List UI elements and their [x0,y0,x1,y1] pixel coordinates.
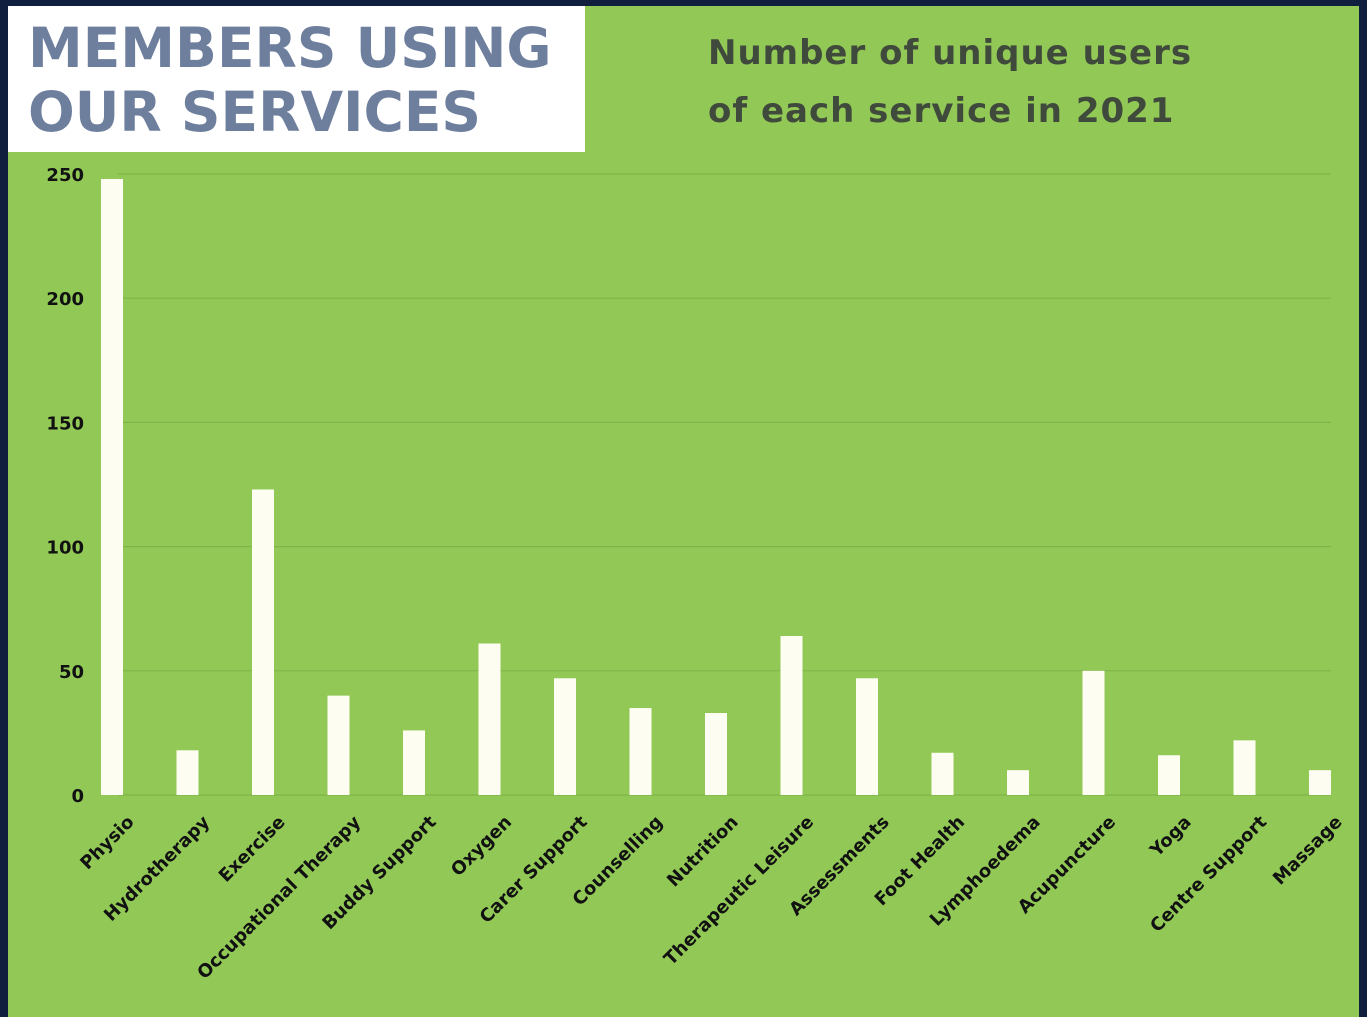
x-category-label: Physio [76,812,138,874]
bar [478,643,501,795]
x-category-label: Therapeutic Leisure [660,812,818,970]
bars [101,178,1331,795]
title-box: MEMBERS USING OUR SERVICES [8,6,585,152]
bar [931,752,954,795]
bar [1082,670,1105,795]
bar [101,178,123,795]
bar [252,489,274,795]
y-axis-ticks: 0 50 100 150 200 250 [46,165,84,807]
y-tick-label: 200 [46,289,84,310]
bar [1158,755,1180,795]
y-tick-label: 0 [71,786,84,807]
bar [176,750,199,795]
x-category-label: Oxygen [447,812,516,881]
bar [629,708,652,795]
x-category-label: Nutrition [663,812,743,892]
bar [1309,770,1331,795]
bar [780,636,803,795]
x-category-label: Exercise [215,812,290,887]
chart-panel: MEMBERS USING OUR SERVICES Number of uni… [8,6,1359,1017]
y-tick-label: 150 [46,413,84,434]
chart-subtitle: Number of unique users of each service i… [708,33,1193,131]
bar [705,713,727,795]
bar [856,678,878,795]
y-tick-label: 100 [46,538,84,559]
bar [403,730,425,795]
gridlines [118,173,1331,796]
bar [327,695,350,795]
y-tick-label: 50 [59,662,84,683]
x-category-label: Massage [1269,812,1347,890]
chart-title: MEMBERS USING OUR SERVICES [28,16,552,144]
bar [1007,770,1029,795]
bar [554,678,576,795]
x-category-label: Yoga [1146,812,1196,862]
bar [1233,740,1256,795]
y-tick-label: 250 [46,165,84,186]
